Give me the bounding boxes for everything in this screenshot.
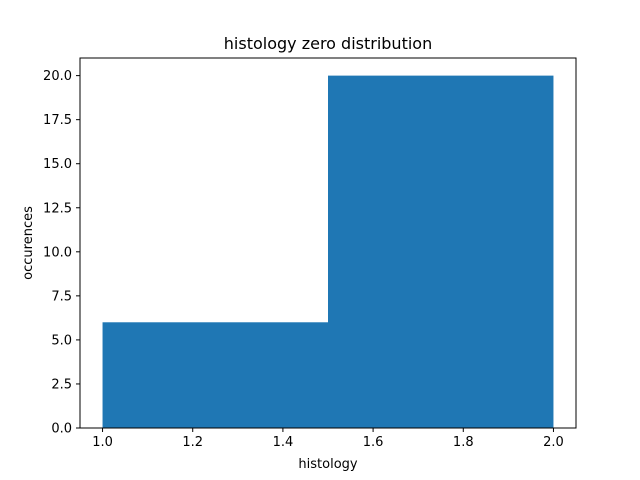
y-axis-label: occurences: [21, 206, 36, 280]
histogram-bar-1: [102, 322, 328, 428]
bars-group: [102, 75, 554, 428]
x-tick-label: 1.2: [182, 435, 203, 450]
y-tick-label: 0.0: [51, 422, 72, 437]
chart-title: histology zero distribution: [224, 34, 432, 53]
histogram-bar-2: [328, 75, 554, 428]
x-axis-label: histology: [298, 457, 357, 472]
x-tick-label: 1.0: [92, 435, 113, 450]
x-tick-label: 1.6: [363, 435, 384, 450]
x-axis-ticks: 1.0 1.2 1.4 1.6 1.8 2.0: [92, 428, 564, 450]
y-tick-label: 12.5: [43, 201, 72, 216]
y-tick-label: 20.0: [43, 69, 72, 84]
y-tick-label: 5.0: [51, 333, 72, 348]
x-tick-label: 2.0: [543, 435, 564, 450]
y-tick-label: 7.5: [51, 289, 72, 304]
x-tick-label: 1.4: [273, 435, 294, 450]
plot-frame: [79, 57, 577, 429]
y-axis-ticks: 0.0 2.5 5.0 7.5 10.0 12.5 15.0 17.5 20.0: [43, 69, 80, 437]
x-tick-label: 1.8: [453, 435, 474, 450]
y-tick-label: 15.0: [43, 157, 72, 172]
y-tick-label: 2.5: [51, 377, 72, 392]
y-tick-label: 17.5: [43, 113, 72, 128]
y-tick-label: 10.0: [43, 245, 72, 260]
